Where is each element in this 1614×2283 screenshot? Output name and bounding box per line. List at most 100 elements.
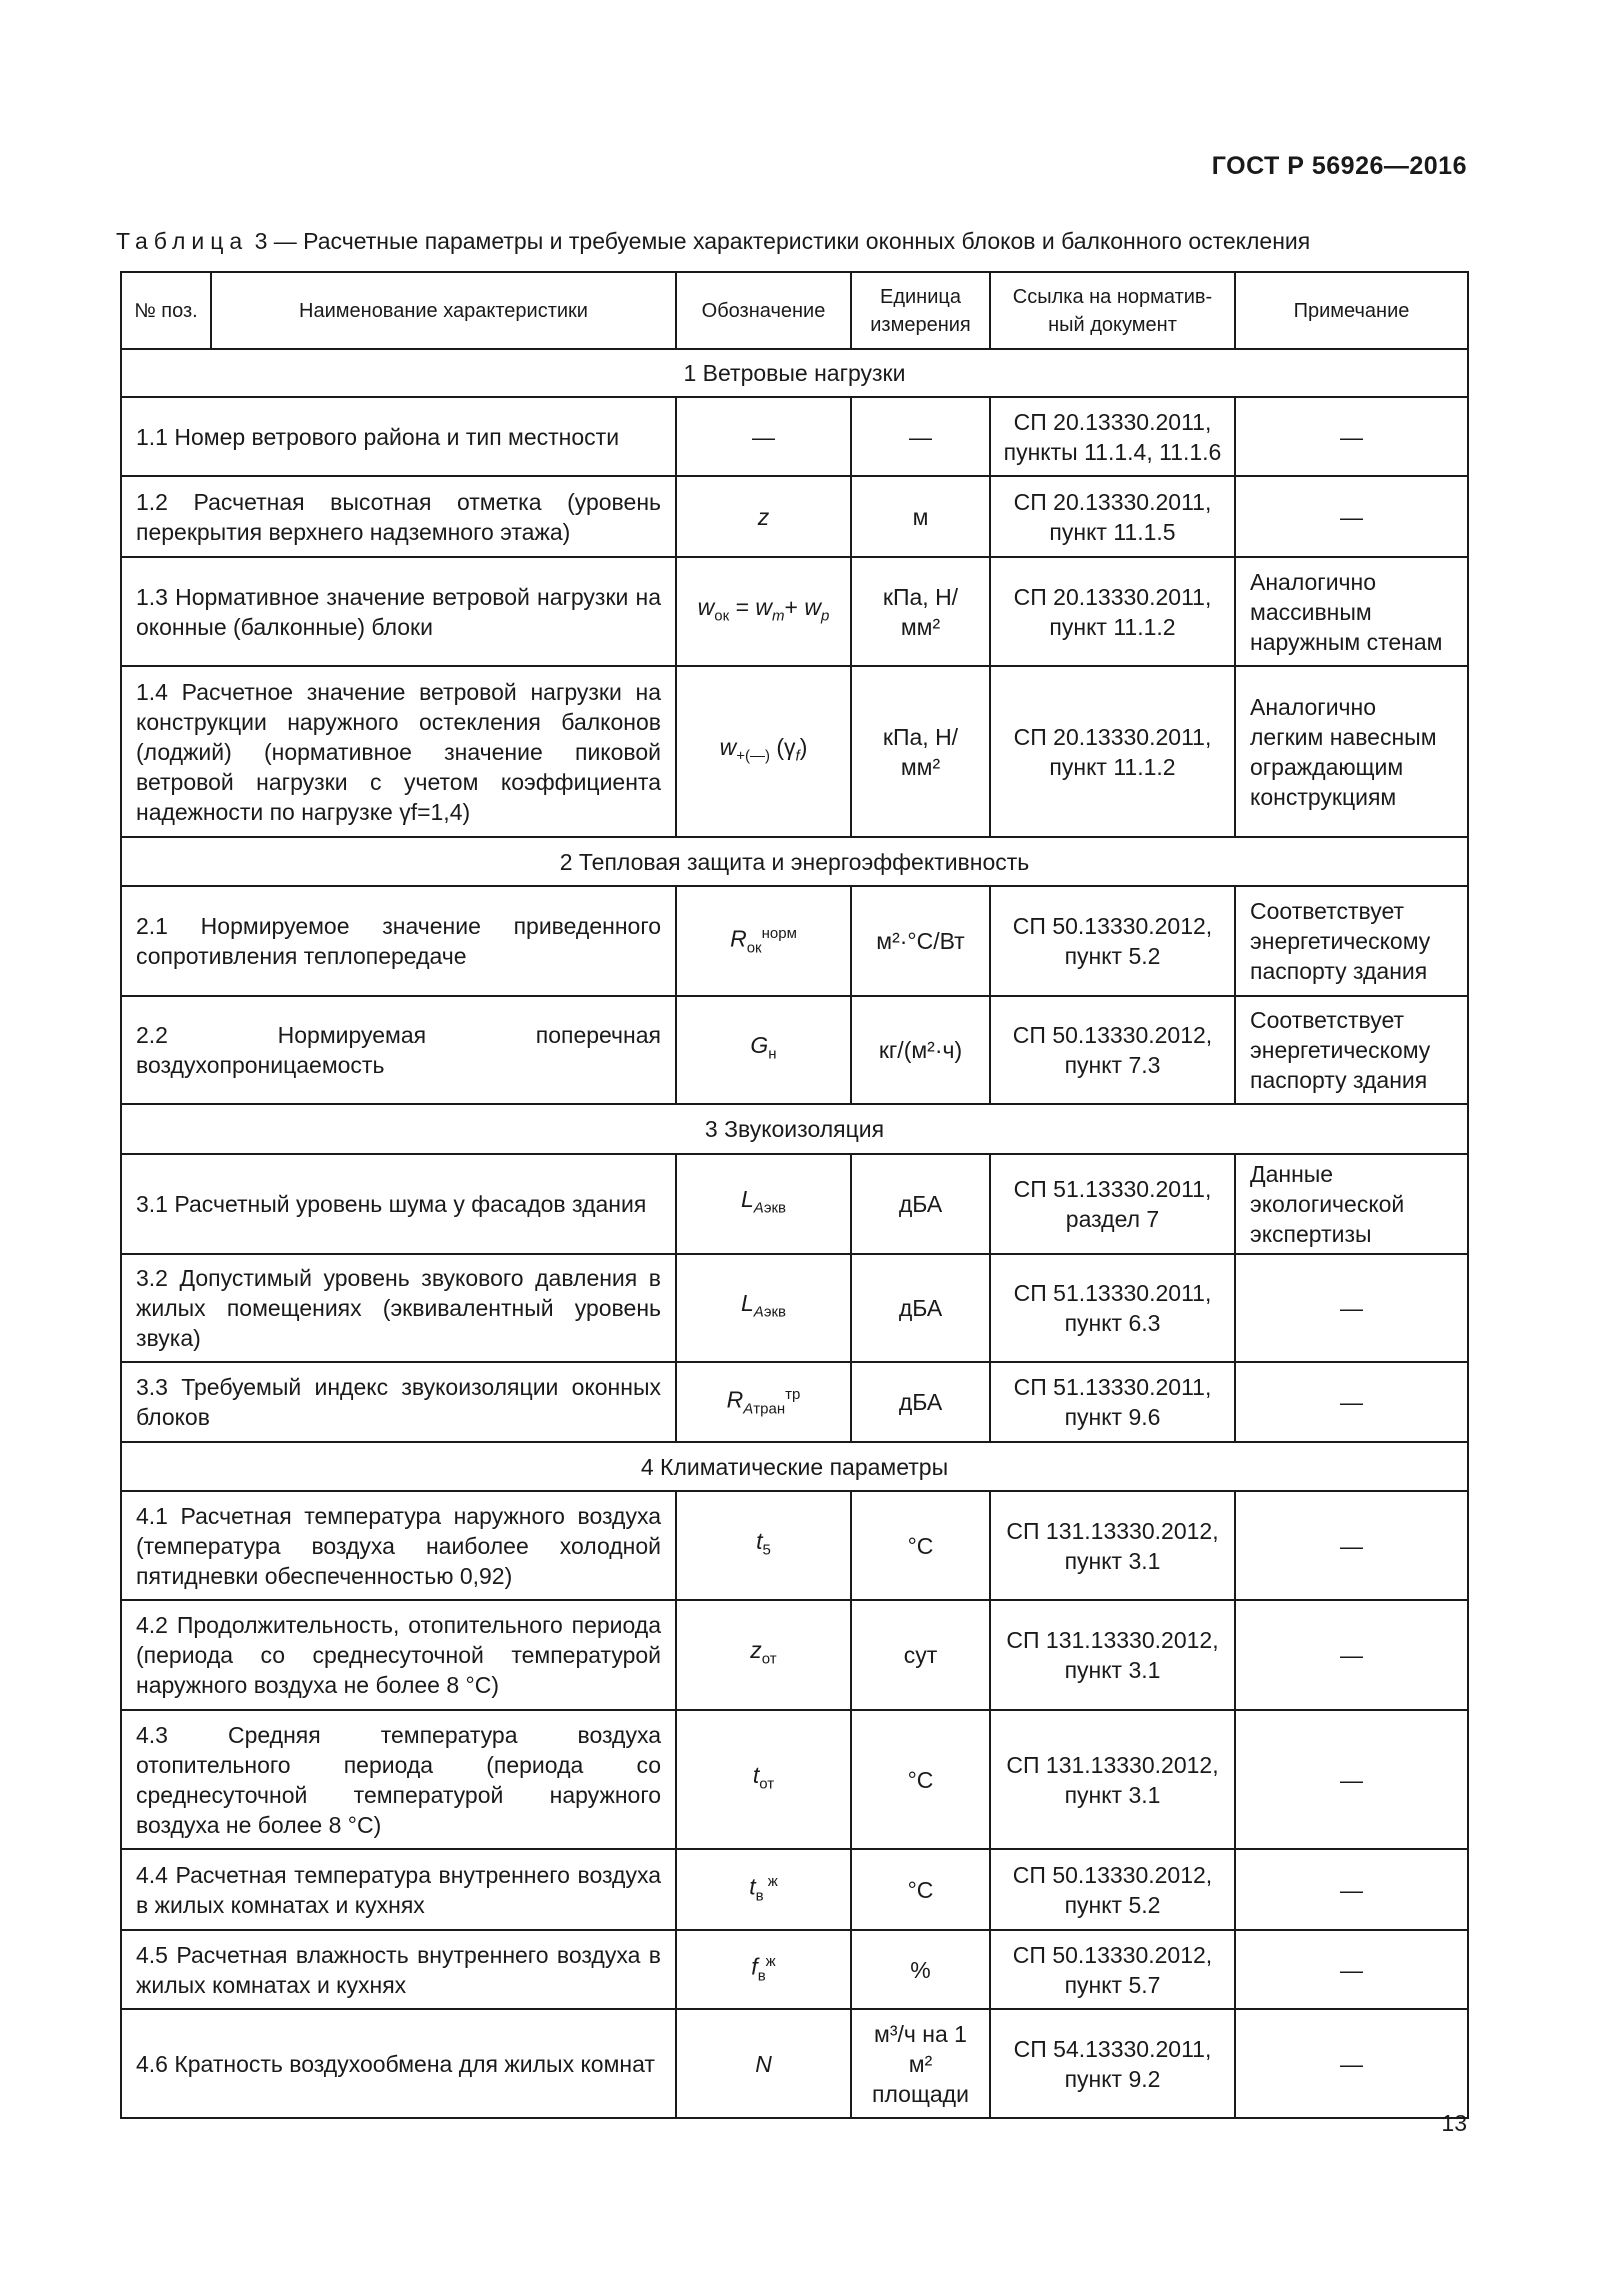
symbol-part: f (795, 747, 800, 765)
characteristic-name: 3.1 Расчетный уровень шума у фасадов зда… (120, 1153, 677, 1255)
page-number: 13 (1441, 2110, 1467, 2136)
symbol-part: t (756, 1527, 763, 1554)
section-title: 2 Тепловая защита и энергоэффективность (120, 836, 1469, 887)
symbol-cell: w+(—) (γf) (675, 665, 852, 838)
unit-cell: дБА (850, 1361, 991, 1443)
col-header-name: Наименование характеристики (210, 271, 677, 350)
characteristic-name: 4.3 Средняя температура воздуха отопител… (120, 1709, 677, 1850)
col-header-unit: Единица измерения (850, 271, 991, 350)
symbol-part: 5 (762, 1541, 771, 1559)
symbol-part: н (768, 1045, 777, 1063)
table-row: 4.4 Расчетная температура внутреннего во… (120, 1848, 1469, 1931)
reference-cell: СП 20.13330.2011, пункт 11.1.5 (989, 475, 1236, 558)
note-cell: — (1234, 1253, 1469, 1363)
section-row: 1 Ветровые нагрузки (120, 348, 1469, 398)
unit-cell: сут (850, 1599, 991, 1711)
unit-cell: кПа, Н/мм² (850, 556, 991, 667)
symbol-part: A (753, 1199, 764, 1217)
section-title: 4 Климатические параметры (120, 1441, 1469, 1492)
caption-title: — Расчетные параметры и требуемые характ… (273, 228, 1311, 254)
caption-number: 3 (254, 228, 268, 254)
characteristic-name: 4.4 Расчетная температура внутреннего во… (120, 1848, 677, 1931)
section-row: 3 Звукоизоляция (120, 1103, 1469, 1155)
reference-cell: СП 50.13330.2012, пункт 7.3 (989, 995, 1236, 1105)
symbol-cell: LAэкв (675, 1153, 852, 1255)
note-cell: — (1234, 2008, 1469, 2119)
note-cell: — (1234, 1490, 1469, 1601)
note-cell: Аналогично массивным наружным стенам (1234, 556, 1469, 667)
symbol-part: R (730, 925, 747, 952)
table-row: 3.1 Расчетный уровень шума у фасадов зда… (120, 1153, 1469, 1255)
symbol-part: w (719, 733, 737, 760)
reference-cell: СП 51.13330.2011, раздел 7 (989, 1153, 1236, 1255)
section-row: 2 Тепловая защита и энергоэффективность (120, 836, 1469, 887)
note-cell: Соответствует энергетическому паспорту з… (1234, 995, 1469, 1105)
unit-cell: м²·°С/Вт (850, 885, 991, 997)
reference-cell: СП 50.13330.2012, пункт 5.2 (989, 1848, 1236, 1931)
symbol-part: z (757, 503, 770, 530)
table-row: 1.3 Нормативное значение ветровой нагруз… (120, 556, 1469, 667)
symbol-cell: — (675, 396, 852, 477)
table-row: 2.2 Нормируемая поперечная воздухопрониц… (120, 995, 1469, 1105)
symbol-part: N (755, 2050, 772, 2077)
unit-cell: кПа, Н/мм² (850, 665, 991, 838)
unit-cell: м³/ч на 1 м² площади (850, 2008, 991, 2119)
symbol-cell: tот (675, 1709, 852, 1850)
section-title: 3 Звукоизоляция (120, 1103, 1469, 1155)
unit-cell: % (850, 1929, 991, 2010)
symbol-cell: RAтрантр (675, 1361, 852, 1443)
reference-cell: СП 50.13330.2012, пункт 5.2 (989, 885, 1236, 997)
reference-cell: СП 131.13330.2012, пункт 3.1 (989, 1709, 1236, 1850)
note-cell: Данные экологической экспертизы (1234, 1153, 1469, 1255)
reference-cell: СП 131.13330.2012, пункт 3.1 (989, 1490, 1236, 1601)
symbol-part: L (741, 1186, 754, 1213)
symbol-part: w (697, 593, 715, 620)
note-cell: — (1234, 396, 1469, 477)
note-cell: — (1234, 1929, 1469, 2010)
note-cell: — (1234, 475, 1469, 558)
reference-cell: СП 131.13330.2012, пункт 3.1 (989, 1599, 1236, 1711)
unit-cell: дБА (850, 1253, 991, 1363)
symbol-part: тр (785, 1385, 801, 1403)
characteristic-name: 2.2 Нормируемая поперечная воздухопрониц… (120, 995, 677, 1105)
symbol-part: ж (765, 1953, 776, 1971)
characteristic-name: 1.4 Расчетное значение ветровой нагрузки… (120, 665, 677, 838)
symbol-part: в (755, 1887, 764, 1905)
reference-cell: СП 20.13330.2011, пункты 11.1.4, 11.1.6 (989, 396, 1236, 477)
unit-cell: — (850, 396, 991, 477)
symbol-cell: wок = wm+ wp (675, 556, 852, 667)
symbol-part: ок (746, 939, 762, 957)
reference-cell: СП 54.13330.2011, пункт 9.2 (989, 2008, 1236, 2119)
reference-cell: СП 50.13330.2012, пункт 5.7 (989, 1929, 1236, 2010)
parameters-table: № поз. Наименование характеристики Обозн… (120, 271, 1469, 2119)
table-row: 1.1 Номер ветрового района и тип местнос… (120, 396, 1469, 477)
table-header-row: № поз. Наименование характеристики Обозн… (120, 271, 1469, 350)
symbol-part: в (757, 1967, 766, 1985)
symbol-part: норм (761, 924, 797, 942)
symbol-cell: Gн (675, 995, 852, 1105)
unit-cell: кг/(м²·ч) (850, 995, 991, 1105)
table-row: 4.3 Средняя температура воздуха отопител… (120, 1709, 1469, 1850)
note-cell: — (1234, 1709, 1469, 1850)
symbol-part: = (729, 593, 756, 620)
table-row: 1.4 Расчетное значение ветровой нагрузки… (120, 665, 1469, 838)
col-header-reference: Ссылка на норматив-ный документ (989, 271, 1236, 350)
caption-label: Таблица (116, 228, 249, 254)
unit-cell: °С (850, 1848, 991, 1931)
symbol-part: +(—) (736, 747, 770, 765)
unit-cell: м (850, 475, 991, 558)
symbol-part: — (752, 423, 775, 450)
symbol-part: ж (763, 1873, 778, 1891)
table-row: 4.1 Расчетная температура наружного возд… (120, 1490, 1469, 1601)
characteristic-name: 1.3 Нормативное значение ветровой нагруз… (120, 556, 677, 667)
document-code: ГОСТ Р 56926—2016 (1211, 152, 1467, 180)
symbol-part: A (743, 1400, 754, 1418)
col-header-number: № поз. (120, 271, 212, 350)
symbol-cell: tв ж (675, 1848, 852, 1931)
reference-cell: СП 20.13330.2011, пункт 11.1.2 (989, 556, 1236, 667)
symbol-part: R (726, 1386, 744, 1413)
reference-cell: СП 51.13330.2011, пункт 6.3 (989, 1253, 1236, 1363)
symbol-part: ) (799, 733, 808, 760)
table-row: 4.2 Продолжительность, отопительного пер… (120, 1599, 1469, 1711)
symbol-part: w (755, 593, 773, 620)
